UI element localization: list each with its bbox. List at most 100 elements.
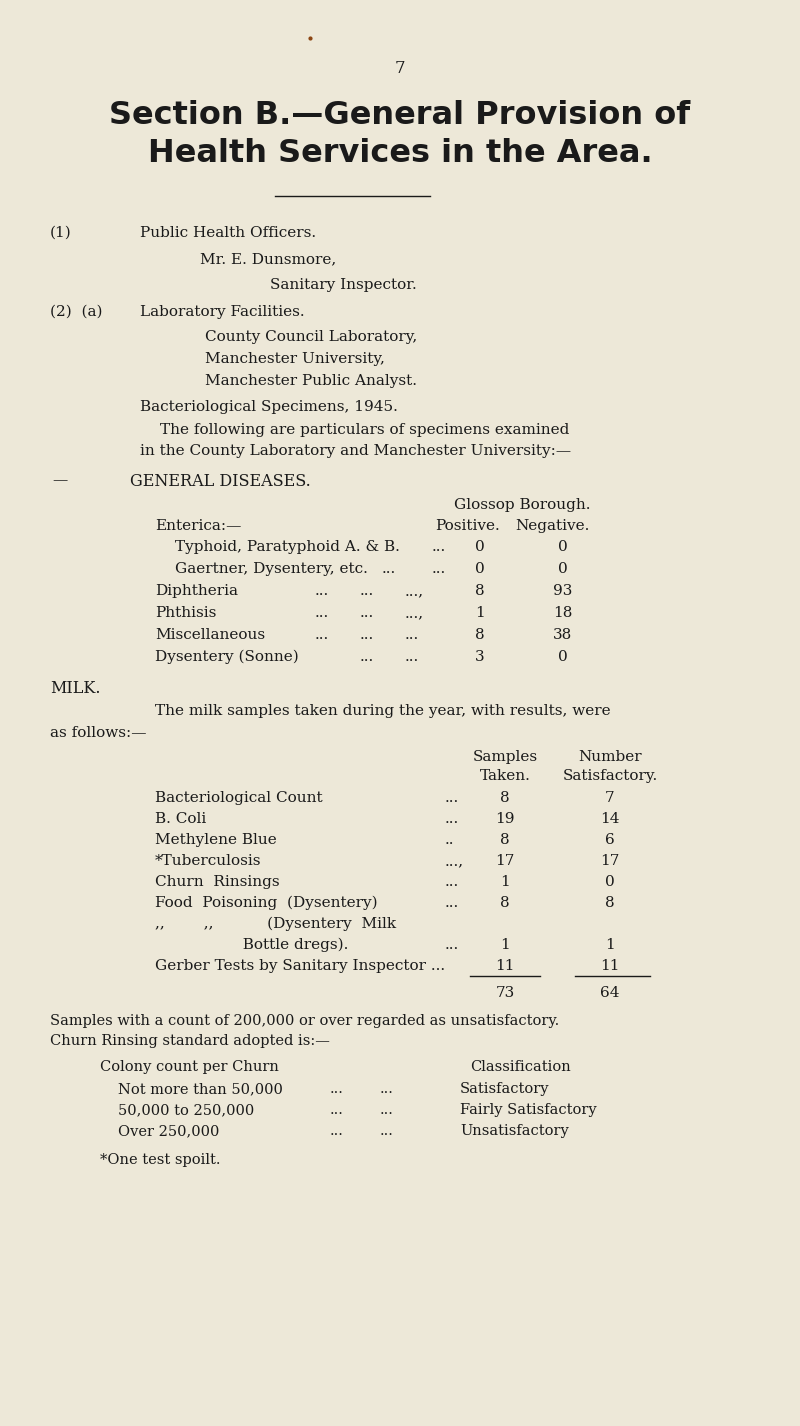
Text: Public Health Officers.: Public Health Officers. — [140, 225, 316, 240]
Text: ...: ... — [315, 627, 330, 642]
Text: ...: ... — [360, 627, 374, 642]
Text: Bottle dregs).: Bottle dregs). — [155, 938, 348, 953]
Text: Satisfactory: Satisfactory — [460, 1082, 550, 1097]
Text: ...: ... — [405, 627, 419, 642]
Text: (1): (1) — [50, 225, 72, 240]
Text: ...: ... — [360, 606, 374, 620]
Text: ...: ... — [380, 1082, 394, 1097]
Text: 0: 0 — [558, 540, 568, 553]
Text: The milk samples taken during the year, with results, were: The milk samples taken during the year, … — [155, 704, 610, 719]
Text: ...: ... — [445, 876, 459, 888]
Text: Diphtheria: Diphtheria — [155, 585, 238, 597]
Text: (2)  (a): (2) (a) — [50, 305, 102, 319]
Text: 17: 17 — [600, 854, 620, 868]
Text: 1: 1 — [500, 876, 510, 888]
Text: Phthisis: Phthisis — [155, 606, 216, 620]
Text: 0: 0 — [605, 876, 615, 888]
Text: 11: 11 — [600, 960, 620, 973]
Text: 0: 0 — [475, 540, 485, 553]
Text: Health Services in the Area.: Health Services in the Area. — [148, 138, 652, 170]
Text: Gaertner, Dysentery, etc.: Gaertner, Dysentery, etc. — [175, 562, 368, 576]
Text: Over 250,000: Over 250,000 — [118, 1124, 219, 1138]
Text: 17: 17 — [495, 854, 514, 868]
Text: ...: ... — [330, 1082, 344, 1097]
Text: *Tuberculosis: *Tuberculosis — [155, 854, 262, 868]
Text: 0: 0 — [558, 562, 568, 576]
Text: ...: ... — [382, 562, 396, 576]
Text: Bacteriological Specimens, 1945.: Bacteriological Specimens, 1945. — [140, 401, 398, 414]
Text: Miscellaneous: Miscellaneous — [155, 627, 265, 642]
Text: ...: ... — [330, 1124, 344, 1138]
Text: 14: 14 — [600, 811, 620, 826]
Text: 1: 1 — [475, 606, 485, 620]
Text: 73: 73 — [495, 985, 514, 1000]
Text: ...: ... — [445, 938, 459, 953]
Text: 64: 64 — [600, 985, 620, 1000]
Text: Gerber Tests by Sanitary Inspector ...: Gerber Tests by Sanitary Inspector ... — [155, 960, 445, 973]
Text: Churn  Rinsings: Churn Rinsings — [155, 876, 280, 888]
Text: ...: ... — [380, 1102, 394, 1117]
Text: Samples: Samples — [473, 750, 538, 764]
Text: 8: 8 — [475, 585, 485, 597]
Text: Number: Number — [578, 750, 642, 764]
Text: Classification: Classification — [470, 1060, 570, 1074]
Text: 11: 11 — [495, 960, 514, 973]
Text: ...: ... — [315, 606, 330, 620]
Text: ...: ... — [432, 562, 446, 576]
Text: ...,: ..., — [405, 585, 424, 597]
Text: Food  Poisoning  (Dysentery): Food Poisoning (Dysentery) — [155, 896, 378, 910]
Text: ...: ... — [432, 540, 446, 553]
Text: 7: 7 — [605, 791, 615, 806]
Text: 93: 93 — [554, 585, 573, 597]
Text: B. Coli: B. Coli — [155, 811, 206, 826]
Text: 1: 1 — [500, 938, 510, 953]
Text: Laboratory Facilities.: Laboratory Facilities. — [140, 305, 305, 319]
Text: County Council Laboratory,: County Council Laboratory, — [205, 329, 418, 344]
Text: ...: ... — [445, 791, 459, 806]
Text: Section B.—General Provision of: Section B.—General Provision of — [110, 100, 690, 131]
Text: Enterica:—: Enterica:— — [155, 519, 242, 533]
Text: —: — — [52, 473, 67, 488]
Text: in the County Laboratory and Manchester University:—: in the County Laboratory and Manchester … — [140, 443, 571, 458]
Text: ...: ... — [315, 585, 330, 597]
Text: ...: ... — [380, 1124, 394, 1138]
Text: The following are particulars of specimens examined: The following are particulars of specime… — [160, 424, 570, 436]
Text: 19: 19 — [495, 811, 514, 826]
Text: 8: 8 — [475, 627, 485, 642]
Text: *One test spoilt.: *One test spoilt. — [100, 1154, 221, 1166]
Text: ..: .. — [445, 833, 454, 847]
Text: ...,: ..., — [405, 606, 424, 620]
Text: Fairly Satisfactory: Fairly Satisfactory — [460, 1102, 597, 1117]
Text: MILK.: MILK. — [50, 680, 101, 697]
Text: Not more than 50,000: Not more than 50,000 — [118, 1082, 283, 1097]
Text: ...: ... — [405, 650, 419, 665]
Text: ...: ... — [360, 585, 374, 597]
Text: 7: 7 — [394, 60, 406, 77]
Text: GENERAL DISEASES.: GENERAL DISEASES. — [130, 473, 310, 491]
Text: ...: ... — [445, 896, 459, 910]
Text: as follows:—: as follows:— — [50, 726, 146, 740]
Text: Manchester University,: Manchester University, — [205, 352, 385, 366]
Text: 8: 8 — [605, 896, 615, 910]
Text: 38: 38 — [554, 627, 573, 642]
Text: ...: ... — [445, 811, 459, 826]
Text: 3: 3 — [475, 650, 485, 665]
Text: ...,: ..., — [445, 854, 464, 868]
Text: Satisfactory.: Satisfactory. — [562, 769, 658, 783]
Text: 50,000 to 250,000: 50,000 to 250,000 — [118, 1102, 254, 1117]
Text: Colony count per Churn: Colony count per Churn — [100, 1060, 279, 1074]
Text: Bacteriological Count: Bacteriological Count — [155, 791, 322, 806]
Text: 18: 18 — [554, 606, 573, 620]
Text: Taken.: Taken. — [479, 769, 530, 783]
Text: Positive.: Positive. — [435, 519, 500, 533]
Text: Samples with a count of 200,000 or over regarded as unsatisfactory.: Samples with a count of 200,000 or over … — [50, 1014, 559, 1028]
Text: ,,        ,,           (Dysentery  Milk: ,, ,, (Dysentery Milk — [155, 917, 396, 931]
Text: Sanitary Inspector.: Sanitary Inspector. — [270, 278, 417, 292]
Text: 6: 6 — [605, 833, 615, 847]
Text: Dysentery (Sonne): Dysentery (Sonne) — [155, 650, 298, 665]
Text: 8: 8 — [500, 833, 510, 847]
Text: Mr. E. Dunsmore,: Mr. E. Dunsmore, — [200, 252, 336, 267]
Text: Methylene Blue: Methylene Blue — [155, 833, 277, 847]
Text: Negative.: Negative. — [516, 519, 590, 533]
Text: Typhoid, Paratyphoid A. & B.: Typhoid, Paratyphoid A. & B. — [175, 540, 400, 553]
